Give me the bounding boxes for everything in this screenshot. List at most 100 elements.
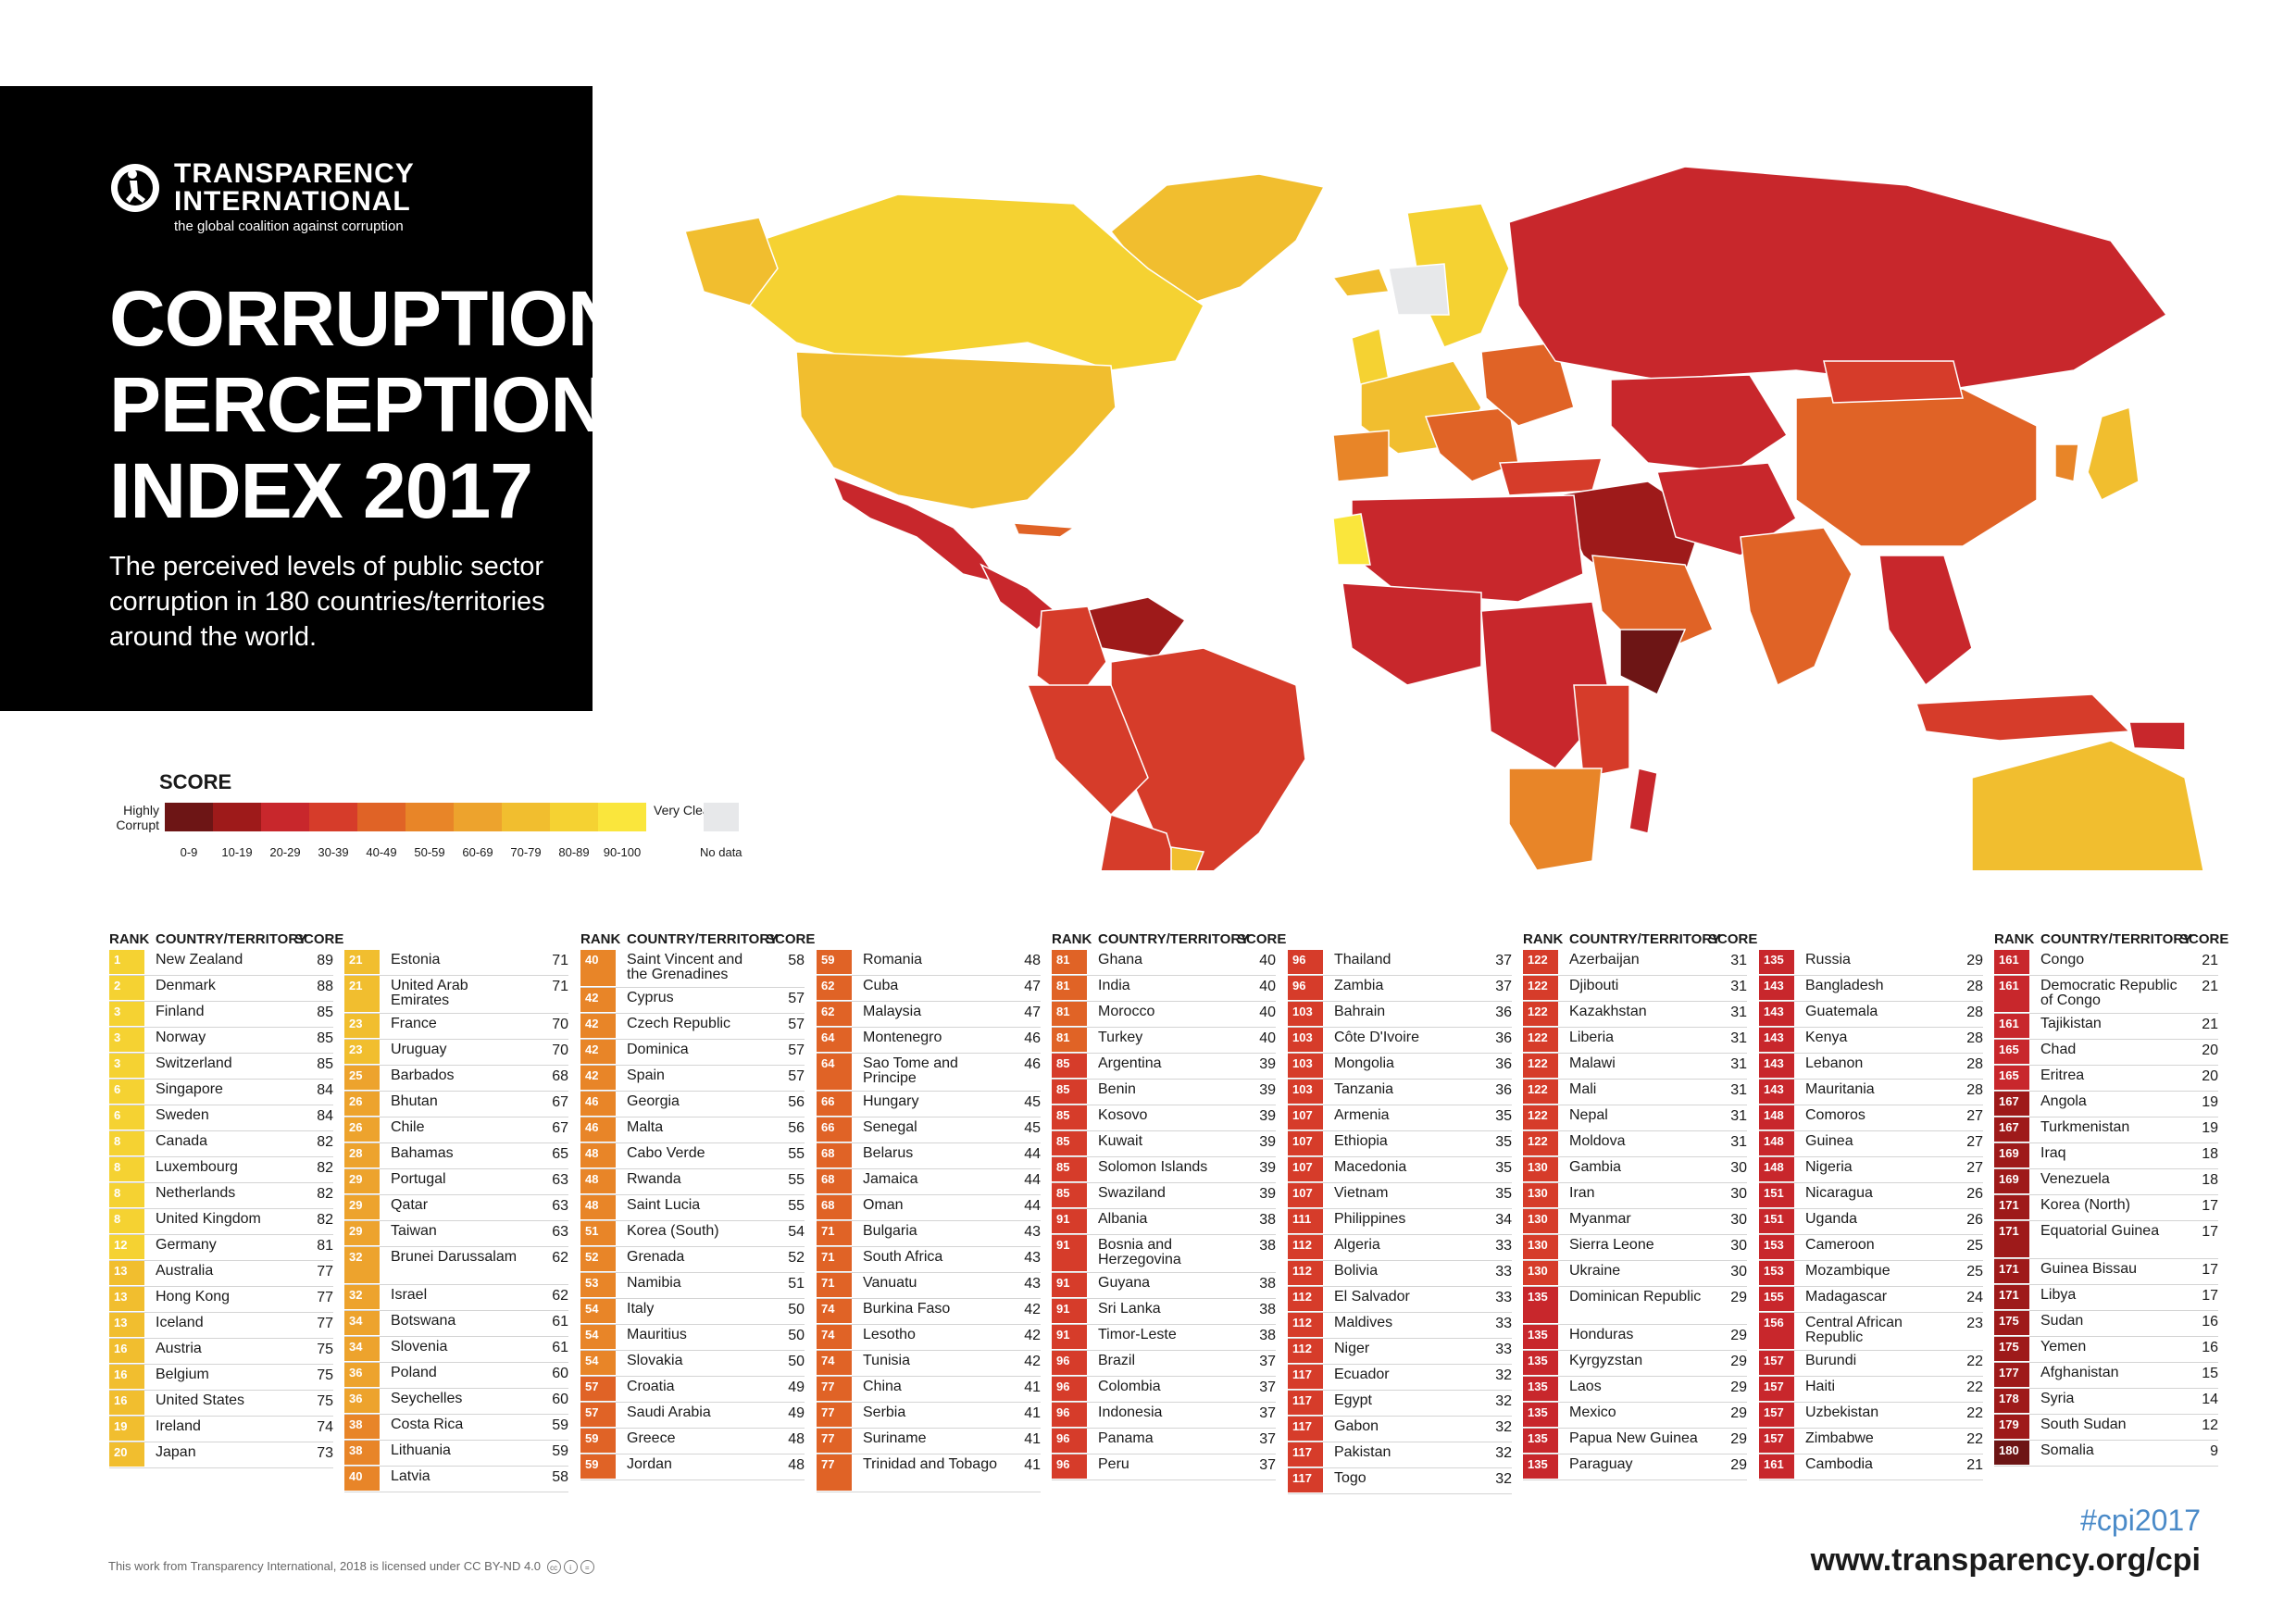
country-name: Chile xyxy=(391,1119,425,1135)
table-row: 171 Libya 17 xyxy=(1994,1285,2218,1311)
score-value: 37 xyxy=(1259,1405,1276,1421)
rank-badge: 157 xyxy=(1759,1429,1794,1453)
rank-badge: 36 xyxy=(344,1363,380,1387)
score-value: 75 xyxy=(317,1393,333,1409)
country-name: Bahamas xyxy=(391,1145,454,1161)
title-panel: TRANSPARENCY INTERNATIONAL the global co… xyxy=(0,86,657,711)
score-value: 12 xyxy=(2202,1417,2218,1433)
rank-badge: 71 xyxy=(817,1221,852,1245)
rank-badge: 13 xyxy=(109,1287,144,1311)
rank-badge: 122 xyxy=(1523,1002,1558,1026)
score-value: 30 xyxy=(1730,1160,1747,1176)
score-value: 28 xyxy=(1966,1030,1983,1046)
score-value: 22 xyxy=(1966,1354,1983,1369)
country-name: Tunisia xyxy=(863,1353,910,1368)
rank-badge: 77 xyxy=(817,1454,852,1491)
table-row: 143 Lebanon 28 xyxy=(1759,1054,1983,1080)
score-value: 45 xyxy=(1024,1094,1041,1110)
rank-badge: 59 xyxy=(580,1429,616,1453)
table-row: 77 Suriname 41 xyxy=(817,1429,1041,1454)
table-row: 81 Morocco 40 xyxy=(1052,1002,1276,1028)
rank-badge: 117 xyxy=(1288,1417,1323,1441)
table-row: 74 Tunisia 42 xyxy=(817,1351,1041,1377)
country-name: Bosnia and Herzegovina xyxy=(1098,1237,1181,1267)
rank-badge: 53 xyxy=(580,1273,616,1297)
table-row: 130 Ukraine 30 xyxy=(1523,1261,1747,1287)
country-name: Qatar xyxy=(391,1197,429,1213)
rank-badge: 40 xyxy=(580,950,616,986)
score-value: 63 xyxy=(552,1224,568,1240)
table-row: 130 Gambia 30 xyxy=(1523,1157,1747,1183)
rank-badge: 64 xyxy=(817,1054,852,1090)
score-value: 71 xyxy=(552,979,568,994)
country-name: Lebanon xyxy=(1805,1055,1864,1071)
country-name: Brunei Darussalam xyxy=(391,1249,518,1265)
score-value: 31 xyxy=(1730,1056,1747,1072)
score-value: 35 xyxy=(1495,1160,1512,1176)
hashtag-link[interactable]: #cpi2017 xyxy=(2080,1504,2201,1537)
rank-badge: 112 xyxy=(1288,1287,1323,1311)
table-row: 32 Brunei Darussalam 62 xyxy=(344,1247,568,1285)
table-row: 161 Cambodia 21 xyxy=(1759,1454,1983,1480)
table-row: 66 Senegal 45 xyxy=(817,1117,1041,1143)
table-row: 96 Colombia 37 xyxy=(1052,1377,1276,1403)
score-value: 29 xyxy=(1730,1431,1747,1447)
rank-badge: 96 xyxy=(1052,1377,1087,1401)
rank-badge: 34 xyxy=(344,1337,380,1361)
country-name: Belgium xyxy=(156,1367,209,1382)
table-row: 3 Finland 85 xyxy=(109,1002,333,1028)
table-row: 107 Ethiopia 35 xyxy=(1288,1131,1512,1157)
rank-badge: 130 xyxy=(1523,1261,1558,1285)
score-value: 43 xyxy=(1024,1250,1041,1266)
country-name: Czech Republic xyxy=(627,1016,731,1031)
website-link[interactable]: www.transparency.org/cpi xyxy=(1810,1542,2201,1578)
country-name: Latvia xyxy=(391,1468,430,1484)
country-name: Finland xyxy=(156,1004,205,1019)
table-row: 16 United States 75 xyxy=(109,1391,333,1417)
country-name: Canada xyxy=(156,1133,208,1149)
country-name: Côte D'Ivoire xyxy=(1334,1030,1419,1045)
score-value: 44 xyxy=(1024,1172,1041,1188)
title-line1: CORRUPTION xyxy=(109,275,624,362)
country-name: Ukraine xyxy=(1569,1263,1621,1279)
score-value: 82 xyxy=(317,1134,333,1150)
score-value: 49 xyxy=(788,1405,805,1421)
table-row: 175 Yemen 16 xyxy=(1994,1337,2218,1363)
country-name: Libya xyxy=(2040,1287,2077,1303)
table-row: 77 Serbia 41 xyxy=(817,1403,1041,1429)
legend-swatch xyxy=(598,803,646,831)
table-row: 117 Pakistan 32 xyxy=(1288,1442,1512,1468)
table-row: 153 Cameroon 25 xyxy=(1759,1235,1983,1261)
score-value: 25 xyxy=(1966,1264,1983,1280)
score-value: 28 xyxy=(1966,979,1983,994)
header-rank: RANK xyxy=(1523,931,1564,947)
legend-swatch xyxy=(550,803,598,831)
country-name: Bulgaria xyxy=(863,1223,917,1239)
table-row: 36 Poland 60 xyxy=(344,1363,568,1389)
horn-africa-region xyxy=(1619,629,1687,696)
score-value: 62 xyxy=(552,1288,568,1304)
country-name: Congo xyxy=(2040,952,2085,968)
score-value: 21 xyxy=(2202,1017,2218,1032)
country-name: Papua New Guinea xyxy=(1569,1430,1698,1446)
table-row: 148 Guinea 27 xyxy=(1759,1131,1983,1157)
table-row: 103 Bahrain 36 xyxy=(1288,1002,1512,1028)
ti-logo-icon xyxy=(111,164,159,212)
license-text: This work from Transparency Internationa… xyxy=(108,1559,542,1573)
country-name: Montenegro xyxy=(863,1030,942,1045)
score-value: 42 xyxy=(1024,1302,1041,1317)
table-row: 13 Australia 77 xyxy=(109,1261,333,1287)
table-row: 122 Mali 31 xyxy=(1523,1080,1747,1105)
table-row: 8 Luxembourg 82 xyxy=(109,1157,333,1183)
country-name: Senegal xyxy=(863,1119,917,1135)
country-name: Togo xyxy=(1334,1470,1366,1486)
table-row: 2 Denmark 88 xyxy=(109,976,333,1002)
score-value: 38 xyxy=(1259,1276,1276,1292)
score-value: 20 xyxy=(2202,1042,2218,1058)
table-row: 38 Costa Rica 59 xyxy=(344,1415,568,1441)
country-name: Angola xyxy=(2040,1093,2087,1109)
score-value: 31 xyxy=(1730,953,1747,968)
score-value: 44 xyxy=(1024,1146,1041,1162)
rank-badge: 57 xyxy=(580,1403,616,1427)
rank-badge: 6 xyxy=(109,1080,144,1104)
